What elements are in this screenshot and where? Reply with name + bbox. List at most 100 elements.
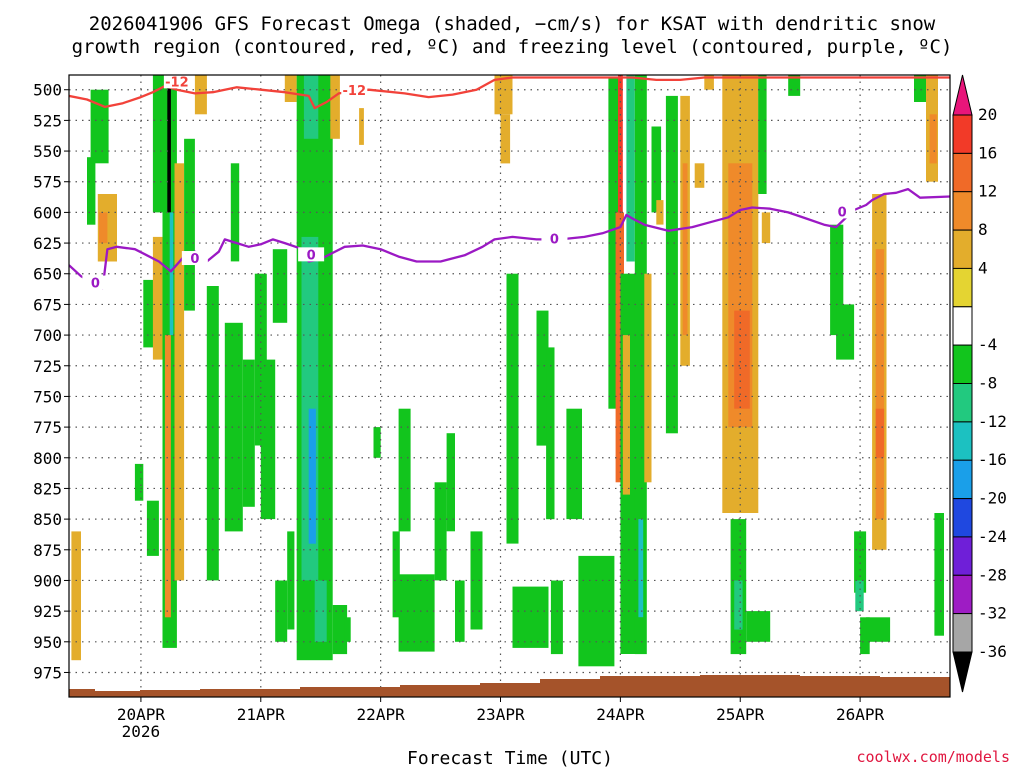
colorbar-label-4: 4 (978, 258, 988, 277)
omega-cell-45 (500, 114, 511, 164)
freezing-contour-label-1: 0 (91, 277, 100, 292)
omega-cell-13 (169, 212, 174, 336)
omega-cell-48 (536, 310, 549, 446)
omega-cell-83 (866, 617, 891, 642)
colorbar-label-5: -4 (978, 335, 997, 354)
omega-cell-0 (71, 531, 81, 661)
colorbar-box-4 (952, 267, 973, 308)
y-axis: 500 525 550 575 600 625 650 675 700 725 750 775 800 8… (33, 81, 69, 682)
y-tick-label-14: 850 (33, 510, 62, 529)
colorbar-box-10 (952, 498, 973, 538)
omega-cell-7 (146, 500, 159, 556)
colorbar-box-2 (952, 191, 973, 231)
plot-border (68, 74, 951, 698)
freezing-contour-label-2: 0 (190, 252, 199, 267)
omega-cell-24 (275, 580, 288, 642)
colorbar-box-12 (952, 574, 973, 615)
omega-cell-47 (512, 586, 549, 648)
omega-cell-37 (392, 531, 400, 618)
colorbar-box-3 (952, 229, 973, 270)
y-tick-label-4: 600 (33, 203, 62, 222)
omega-cell-5 (134, 463, 144, 501)
omega-cell-12 (167, 75, 171, 213)
colorbar-label-6: -8 (978, 374, 997, 393)
dgz-contour-label-2-bg (341, 82, 368, 97)
colorbar-label-8: -16 (978, 450, 1007, 469)
omega-cell-46 (506, 273, 519, 544)
omega-cell-90 (934, 513, 944, 636)
y-tick-label-18: 950 (33, 633, 62, 652)
omega-shading (71, 75, 944, 667)
y-tick-label-17: 925 (33, 602, 62, 621)
colorbar-label-1: 16 (978, 143, 997, 162)
y-tick-label-10: 750 (33, 387, 62, 406)
colorbar-box-8 (952, 421, 973, 461)
omega-cell-54 (615, 212, 624, 483)
y-tick-label-6: 650 (33, 265, 62, 284)
omega-cell-1 (87, 157, 96, 225)
omega-cell-40 (434, 482, 447, 581)
colorbar-label-10: -24 (978, 527, 1007, 546)
omega-cell-30 (303, 75, 319, 139)
omega-cell-36 (373, 427, 381, 458)
omega-cell-79 (836, 304, 855, 360)
omega-cell-71 (734, 310, 750, 409)
omega-cell-80 (854, 531, 867, 593)
dgz-contour-label-1: -12 (165, 75, 189, 90)
omega-cell-43 (470, 531, 483, 630)
omega-cell-62 (651, 126, 662, 213)
omega-cell-25 (284, 75, 297, 102)
omega-cell-74 (746, 611, 771, 642)
omega-cell-57 (622, 335, 630, 495)
omega-cell-66 (682, 163, 688, 336)
omega-cell-19 (230, 163, 240, 262)
y-tick-label-12: 800 (33, 449, 62, 468)
y-tick-label-3: 575 (33, 173, 62, 192)
omega-cell-4 (99, 212, 108, 244)
omega-cell-64 (665, 95, 678, 434)
omega-cell-73 (734, 580, 743, 630)
omega-cell-23 (272, 249, 288, 323)
x-axis-label: Forecast Time (UTC) (407, 748, 613, 768)
x-tick-label-1: 21APR (237, 705, 286, 724)
omega-cell-16 (194, 75, 207, 115)
omega-cell-75 (758, 75, 767, 194)
x-tick-label-6: 26APR (836, 705, 885, 724)
omega-cell-6 (143, 279, 156, 348)
colorbar-label-2: 12 (978, 182, 997, 201)
colorbar: 20 16 12 8 4 -4 -8 -12 -16 -20 -24 -28 -32 -36 (952, 74, 1007, 693)
x-tick-label-5: 25APR (716, 705, 765, 724)
colorbar-top-triangle (952, 74, 973, 116)
colorbar-label-0: 20 (978, 105, 997, 124)
colorbar-label-9: -20 (978, 489, 1007, 508)
dgz-contour-label-1-bg (163, 75, 190, 89)
omega-cell-32 (330, 75, 340, 139)
colorbar-label-12: -32 (978, 604, 1007, 623)
y-tick-label-19: 975 (33, 663, 62, 682)
x-tick-label-2: 22APR (357, 705, 406, 724)
y-tick-label-1: 525 (33, 111, 62, 130)
y-tick-label-2: 550 (33, 142, 62, 161)
y-tick-label-13: 825 (33, 479, 62, 498)
freezing-contour-label-4: 0 (550, 232, 559, 247)
omega-cell-38 (398, 408, 411, 532)
credit-text: coolwx.com/models (856, 748, 1010, 766)
omega-cell-58 (626, 75, 635, 262)
omega-cell-41 (446, 433, 455, 532)
freezing-contour-label-5-bg (829, 204, 856, 219)
contours: -12 -12 0 0 0 0 0 (69, 75, 950, 292)
omega-cell-86 (875, 408, 885, 458)
omega-cell-17 (206, 286, 219, 581)
colorbar-box-7 (952, 383, 973, 423)
omega-cell-50 (550, 580, 563, 655)
omega-cell-77 (788, 75, 801, 96)
colorbar-label-11: -28 (978, 565, 1007, 584)
freezing-contour-label-1-bg (82, 275, 109, 290)
y-tick-label-5: 625 (33, 234, 62, 253)
x-axis: 20APR 21APR 22APR 23APR 24APR 25APR 26APR (117, 697, 885, 724)
omega-cell-60 (638, 519, 644, 618)
omega-cell-61 (644, 273, 652, 483)
omega-cell-20 (242, 359, 255, 507)
omega-cell-63 (656, 200, 664, 225)
omega-cell-18 (224, 322, 243, 532)
